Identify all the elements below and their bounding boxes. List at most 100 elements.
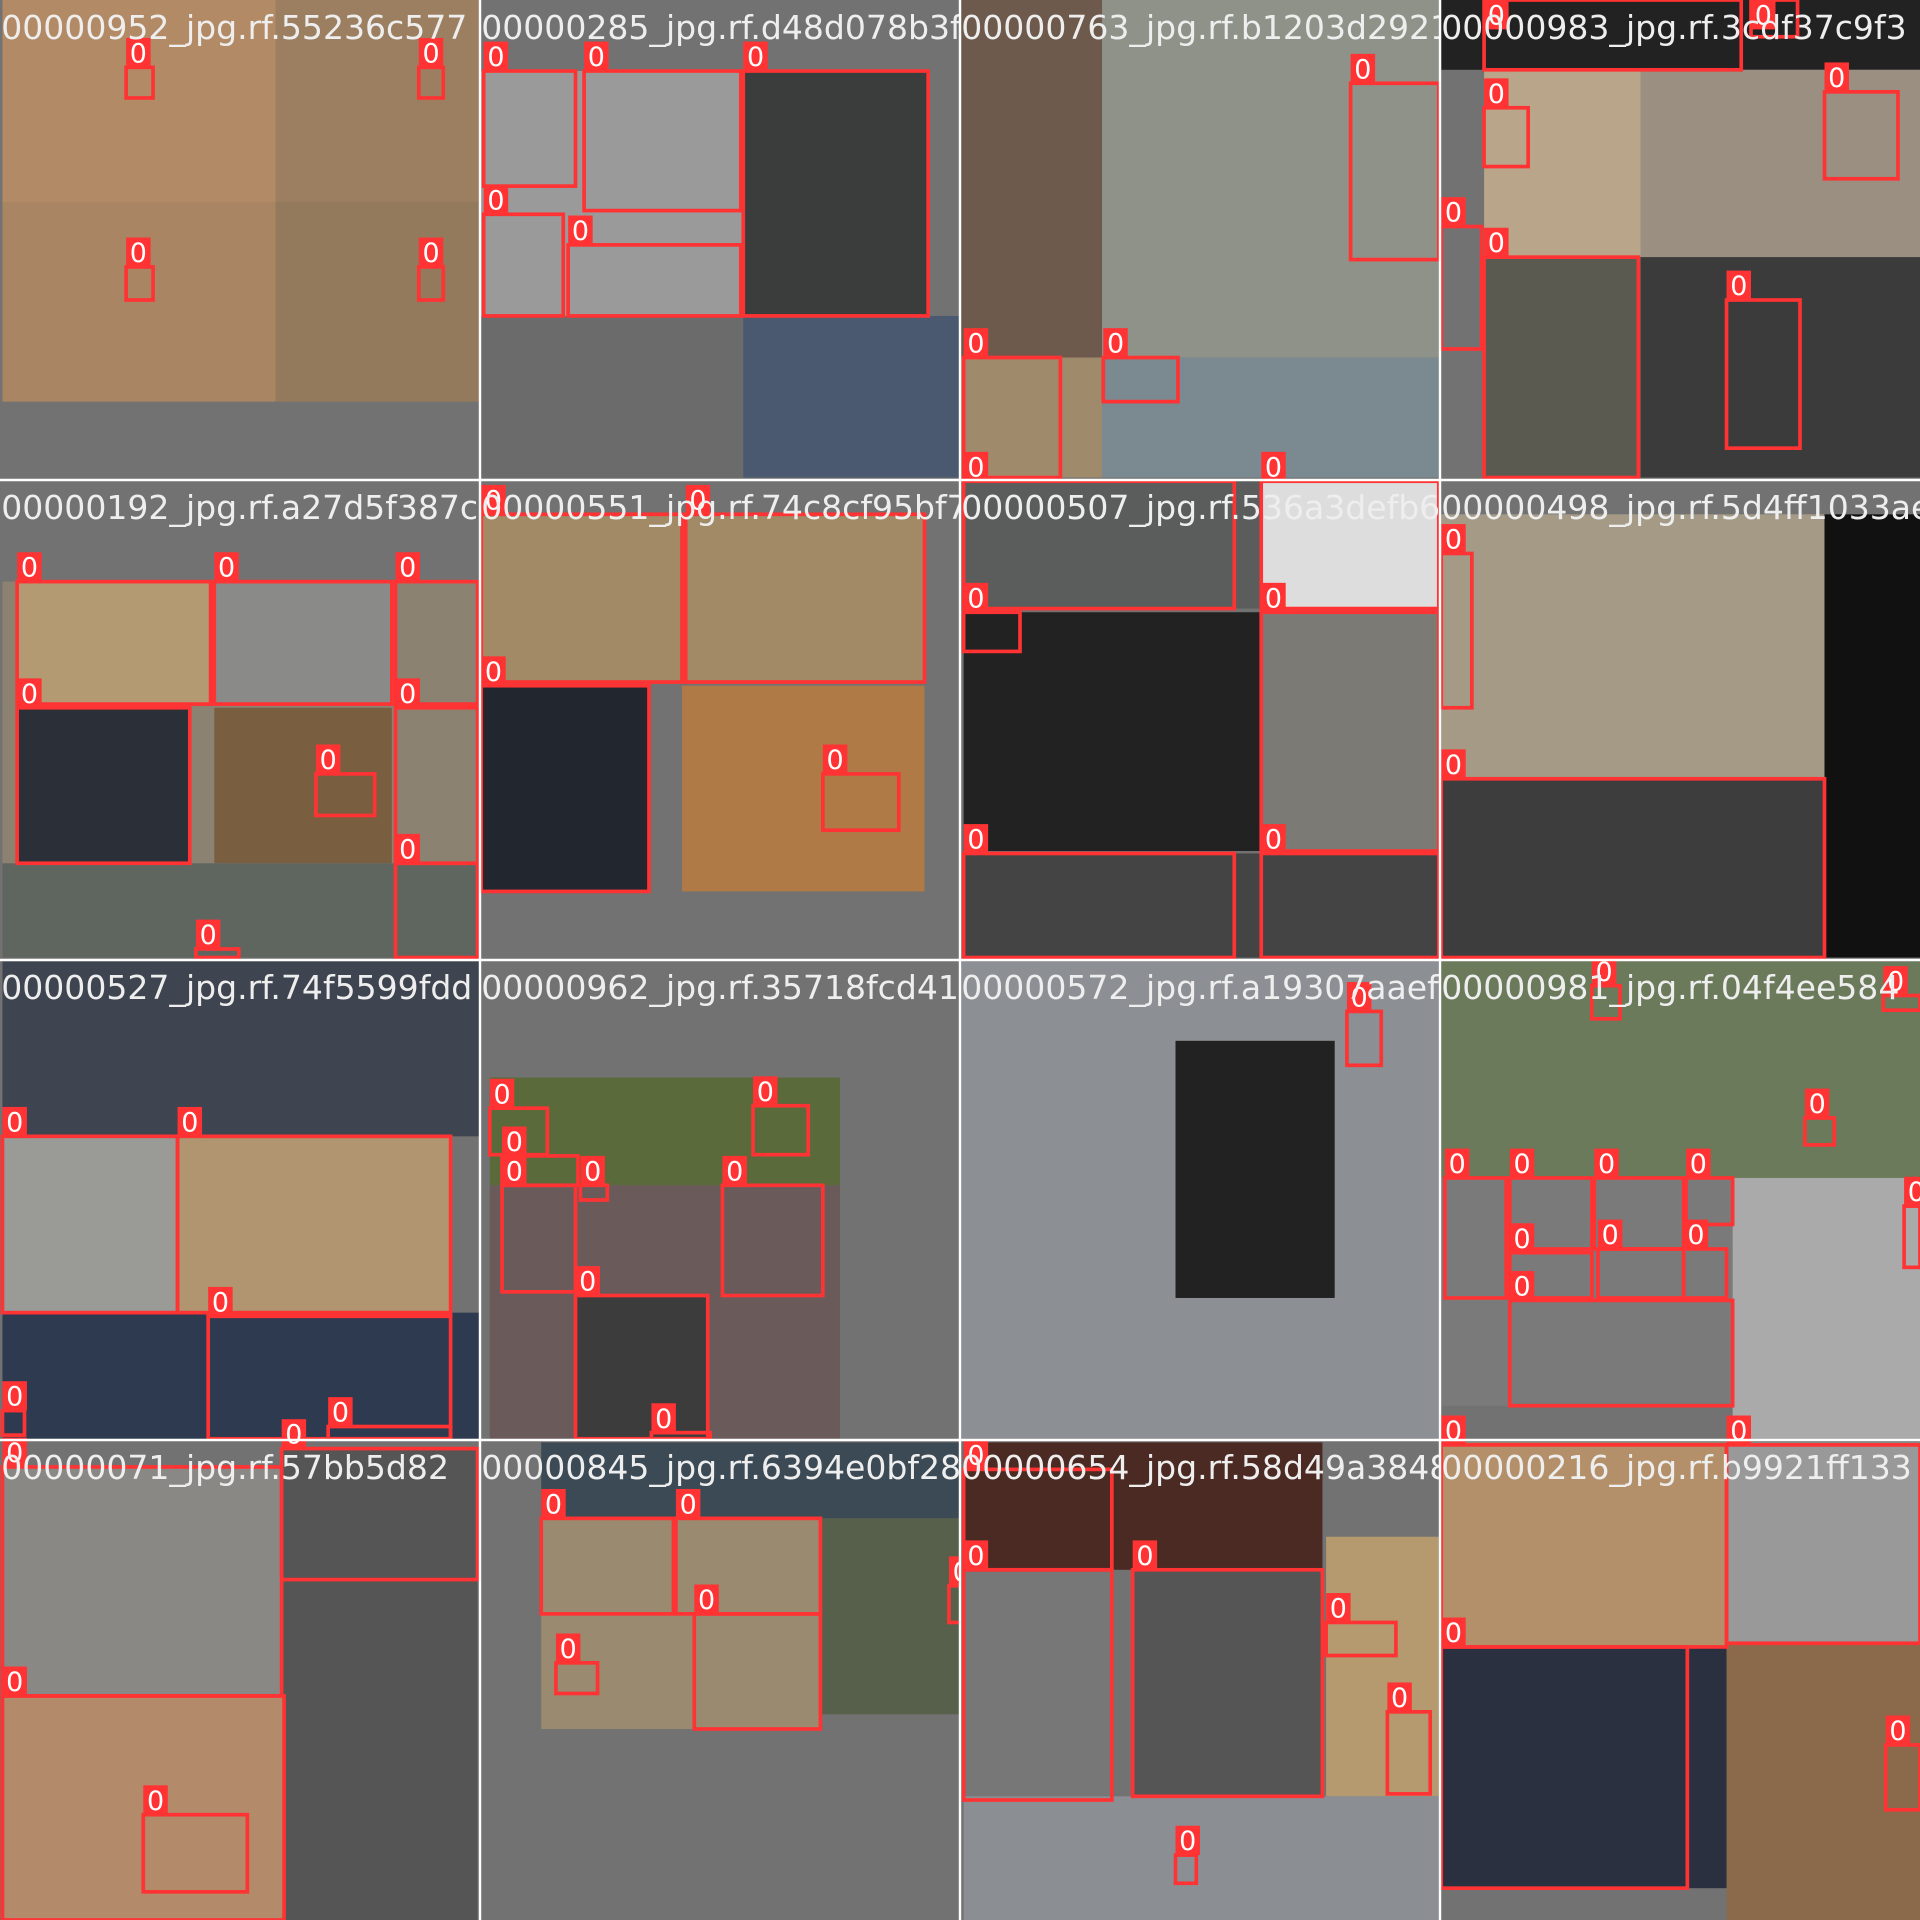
bounding-box bbox=[1822, 90, 1900, 181]
bounding-box bbox=[1803, 1116, 1837, 1147]
bounding-box bbox=[0, 1694, 286, 1920]
box-label-background bbox=[541, 1488, 566, 1519]
image-patch bbox=[1640, 257, 1920, 478]
bounding-box bbox=[539, 1516, 676, 1616]
box-label: 0 bbox=[689, 485, 706, 516]
box-label: 0 bbox=[827, 745, 844, 776]
bounding-box bbox=[500, 1183, 578, 1294]
box-label: 0 bbox=[1596, 957, 1613, 988]
image-patch bbox=[275, 202, 480, 402]
image-patch bbox=[1732, 1177, 1920, 1439]
box-label: 0 bbox=[1755, 0, 1772, 31]
box-label: 0 bbox=[680, 1489, 697, 1520]
bounding-box bbox=[212, 579, 394, 706]
box-label-background bbox=[1484, 0, 1509, 30]
bounding-box bbox=[141, 1812, 250, 1894]
image-patch bbox=[963, 1796, 1439, 1920]
image-patch bbox=[481, 514, 925, 683]
bounding-box bbox=[961, 355, 1063, 480]
box-label: 0 bbox=[1330, 1594, 1347, 1625]
image-patch bbox=[575, 1295, 708, 1439]
image-patch bbox=[2, 1312, 481, 1439]
box-label-background bbox=[481, 656, 506, 686]
image-patch bbox=[481, 315, 744, 478]
image-patch bbox=[281, 1448, 478, 1920]
box-label-background bbox=[2, 1106, 27, 1137]
box-label-background bbox=[315, 744, 341, 774]
box-label-background bbox=[502, 1155, 527, 1186]
image-patch bbox=[682, 685, 925, 892]
box-label: 0 bbox=[1598, 1149, 1615, 1180]
image-patch bbox=[963, 612, 1262, 852]
image-patch bbox=[214, 581, 392, 705]
box-label: 0 bbox=[545, 1489, 562, 1520]
image-patch bbox=[481, 685, 649, 892]
tile-filename: 00000572_jpg.rf.a19307aaef0 bbox=[961, 968, 1460, 1007]
bounding-box bbox=[175, 1134, 453, 1315]
bounding-box bbox=[481, 69, 578, 188]
image-patch bbox=[2, 1136, 178, 1313]
image-patch bbox=[481, 71, 744, 316]
box-label: 0 bbox=[1265, 825, 1282, 856]
bounding-box bbox=[1443, 1176, 1508, 1300]
box-label-background bbox=[214, 552, 239, 582]
box-label: 0 bbox=[1391, 1683, 1408, 1714]
image-patch bbox=[1261, 481, 1439, 609]
box-label: 0 bbox=[130, 238, 147, 269]
bounding-box bbox=[1507, 1298, 1735, 1408]
box-label-background bbox=[753, 1076, 778, 1106]
box-label: 0 bbox=[485, 657, 502, 688]
bounding-box bbox=[961, 610, 1022, 654]
box-label-background bbox=[17, 552, 42, 582]
box-label-background bbox=[1441, 1617, 1466, 1647]
box-label-background bbox=[1824, 62, 1849, 92]
box-label: 0 bbox=[487, 42, 504, 73]
box-label-background bbox=[722, 1155, 747, 1186]
tile-filename: 00000071_jpg.rf.57bb5d82 bbox=[1, 1448, 449, 1487]
tile-filename: 00000285_jpg.rf.d48d078b3fbe1 bbox=[481, 8, 1024, 47]
box-label: 0 bbox=[1136, 1541, 1153, 1572]
image-patch bbox=[1484, 69, 1641, 258]
box-label-background bbox=[208, 1286, 233, 1317]
box-label: 0 bbox=[320, 745, 337, 776]
box-label: 0 bbox=[6, 1382, 23, 1413]
box-label: 0 bbox=[967, 825, 984, 856]
box-label: 0 bbox=[1445, 198, 1462, 229]
box-label-background bbox=[1597, 1219, 1623, 1249]
box-label-background bbox=[963, 1540, 989, 1570]
bounding-box bbox=[1507, 1176, 1594, 1251]
box-label: 0 bbox=[6, 1667, 23, 1698]
bounding-box bbox=[15, 705, 192, 866]
box-label: 0 bbox=[422, 38, 439, 69]
box-label: 0 bbox=[147, 1786, 164, 1817]
box-label-background bbox=[1444, 1148, 1470, 1178]
box-label: 0 bbox=[584, 1156, 601, 1187]
tile-filename: 00000216_jpg.rf.b9921ff133 bbox=[1441, 1448, 1912, 1487]
box-label-background bbox=[395, 833, 420, 864]
tile-filename: 00000507_jpg.rf.536a3defb6864 bbox=[961, 488, 1503, 527]
box-label-background bbox=[1103, 328, 1128, 358]
box-label-background bbox=[126, 237, 151, 267]
box-label-background bbox=[963, 451, 989, 482]
box-label-background bbox=[1883, 966, 1908, 996]
image-patch bbox=[2, 0, 276, 203]
image-patch bbox=[1261, 612, 1439, 852]
box-label: 0 bbox=[1445, 1416, 1462, 1447]
box-label: 0 bbox=[485, 485, 502, 516]
box-label: 0 bbox=[1908, 1177, 1920, 1208]
bounding-box bbox=[481, 212, 566, 318]
bounding-box bbox=[314, 772, 377, 818]
tile-filename: 00000551_jpg.rf.74c8cf95bf717 bbox=[481, 488, 1009, 527]
box-label: 0 bbox=[967, 329, 984, 360]
box-label: 0 bbox=[1265, 452, 1282, 483]
box-label-background bbox=[580, 1155, 605, 1186]
box-label-background bbox=[1175, 1825, 1200, 1856]
box-label: 0 bbox=[1488, 228, 1505, 259]
box-label: 0 bbox=[1809, 1089, 1826, 1120]
box-label-background bbox=[1387, 1682, 1412, 1712]
